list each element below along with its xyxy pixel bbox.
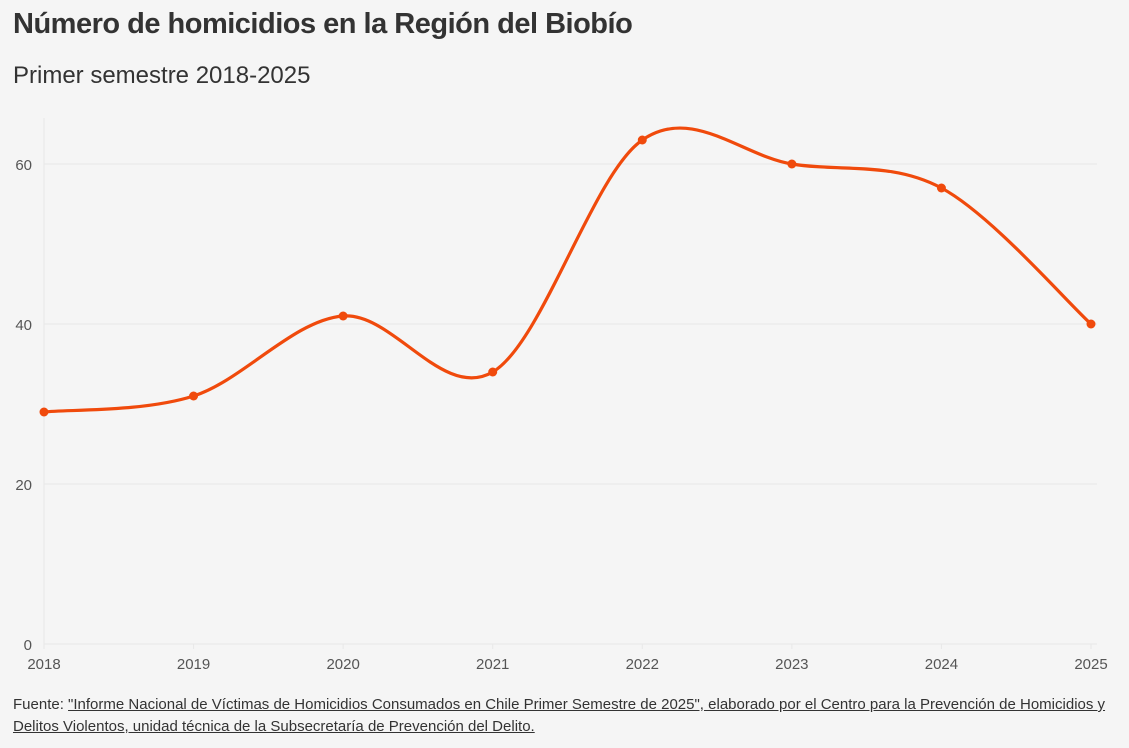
y-axis: 0 20 40 60 xyxy=(15,157,32,654)
series-line xyxy=(42,126,1093,414)
y-tick-label: 60 xyxy=(15,157,32,174)
x-tick-label: 2018 xyxy=(27,656,60,673)
y-tick-label: 0 xyxy=(24,637,32,654)
data-point-2024 xyxy=(936,183,946,193)
x-tick-label: 2025 xyxy=(1074,656,1107,673)
data-point-2022 xyxy=(637,135,647,145)
grid-lines xyxy=(43,118,1097,645)
data-point-2019 xyxy=(189,391,199,401)
source-prefix: Fuente: xyxy=(13,696,69,713)
source-link[interactable]: "Informe Nacional de Víctimas de Homicid… xyxy=(13,696,1106,735)
line-chart: 0 20 40 60 2018 2019 2020 2021 2022 2023 2024 2025 xyxy=(15,118,1108,673)
x-tick-label: 2024 xyxy=(925,656,958,673)
data-point-2021 xyxy=(488,367,498,377)
x-tick-label: 2022 xyxy=(626,656,659,673)
chart-title: Número de homicidios en la Región del Bi… xyxy=(13,8,633,40)
data-point-2023 xyxy=(787,159,797,169)
data-point-2020 xyxy=(338,311,348,321)
series-homicidios xyxy=(39,126,1096,417)
x-tick-label: 2021 xyxy=(476,656,509,673)
y-tick-label: 40 xyxy=(15,317,32,334)
source-note: Fuente: "Informe Nacional de Víctimas de… xyxy=(13,694,1113,738)
x-tick-label: 2023 xyxy=(775,656,808,673)
data-point-2018 xyxy=(39,407,49,417)
x-axis: 2018 2019 2020 2021 2022 2023 2024 2025 xyxy=(27,644,1108,673)
chart-subtitle: Primer semestre 2018-2025 xyxy=(13,62,311,89)
y-tick-label: 20 xyxy=(15,477,32,494)
x-tick-label: 2020 xyxy=(326,656,359,673)
data-point-2025 xyxy=(1086,319,1096,329)
x-tick-label: 2019 xyxy=(177,656,210,673)
